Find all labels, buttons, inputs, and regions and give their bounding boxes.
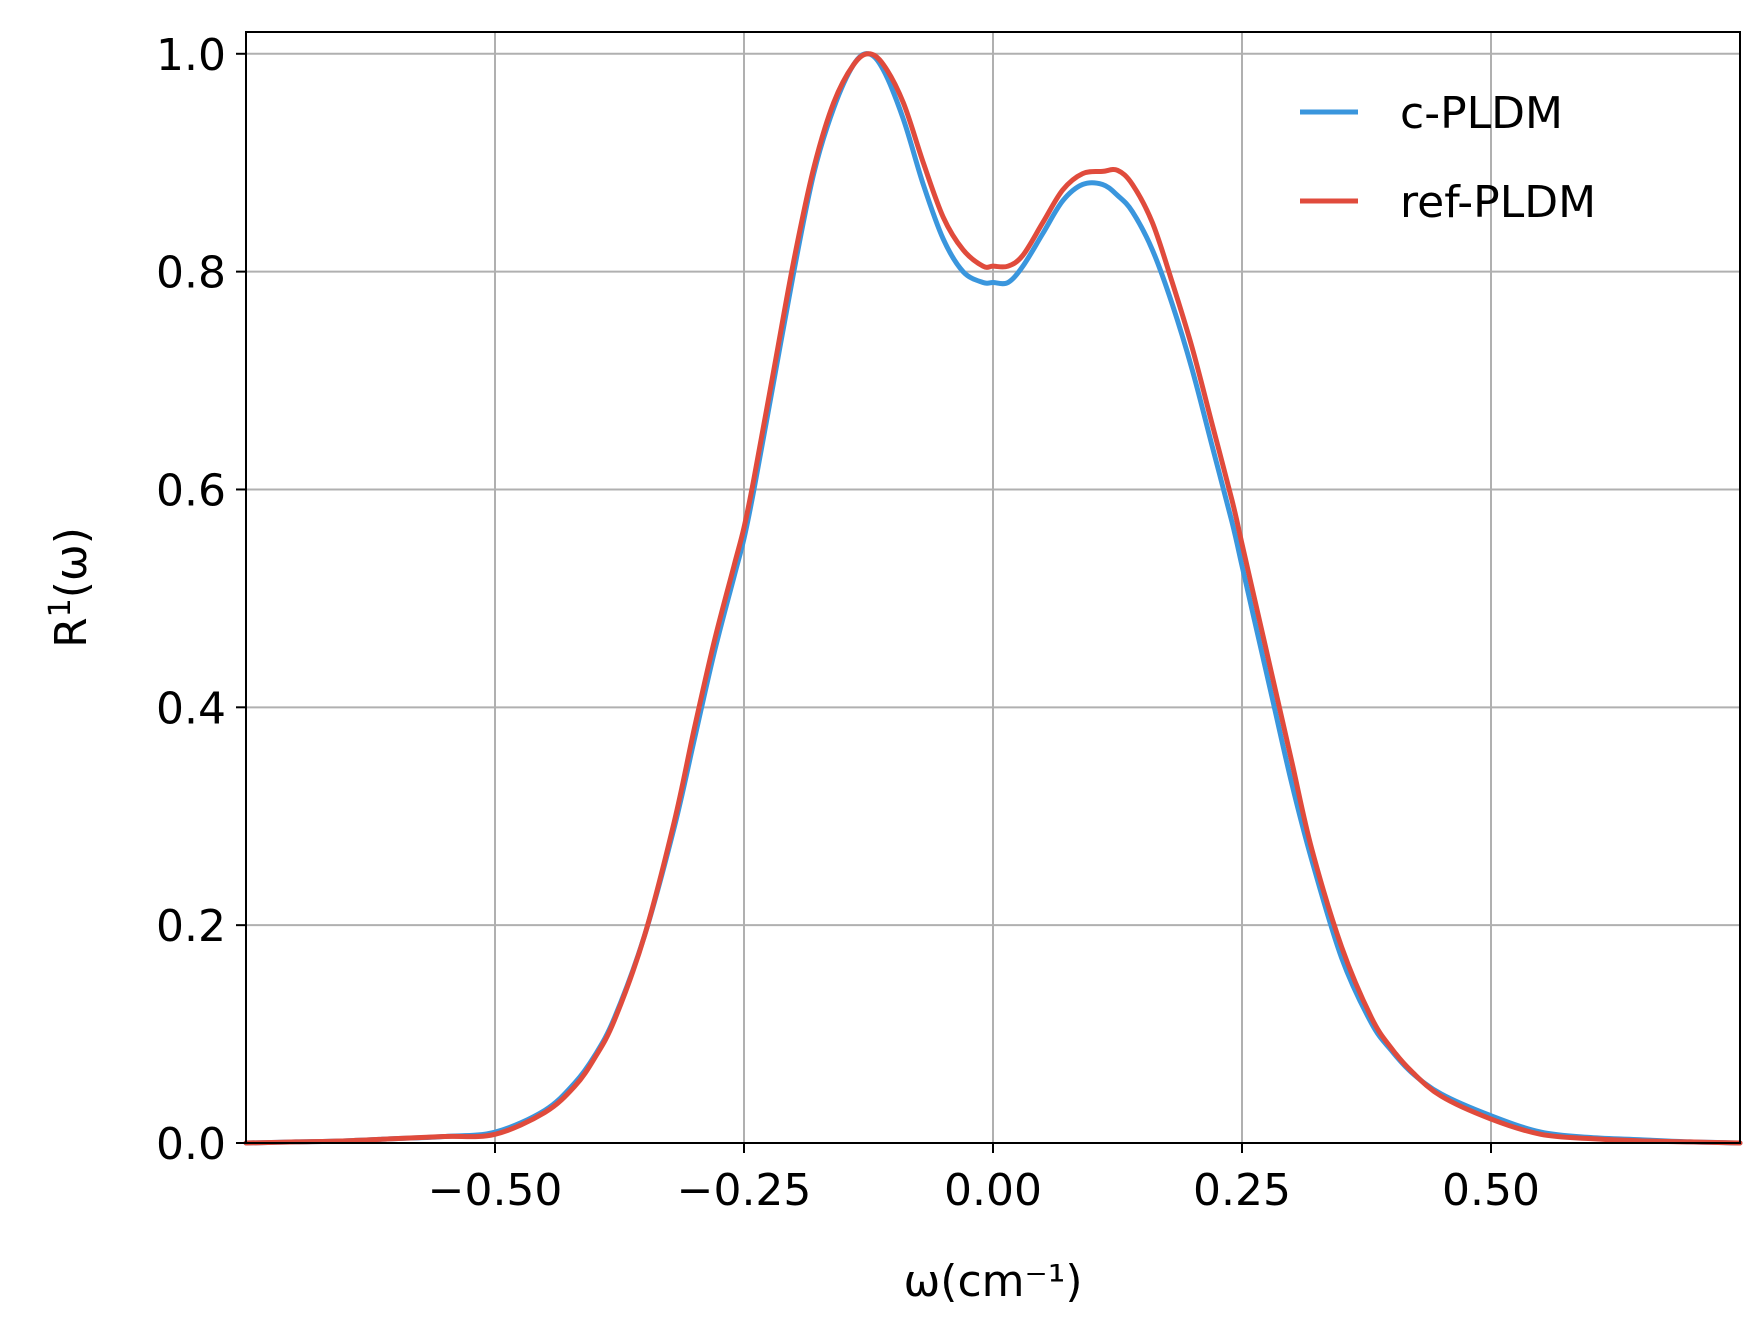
y-tick-label: 0.0 — [156, 1119, 226, 1170]
y-tick-label: 0.4 — [156, 683, 226, 734]
x-tick-label: 0.50 — [1442, 1165, 1540, 1216]
y-tick-label: 0.8 — [156, 248, 226, 299]
x-tick-label: −0.25 — [677, 1165, 812, 1216]
y-tick-label: 1.0 — [156, 30, 226, 81]
x-tick-label: 0.00 — [944, 1165, 1042, 1216]
y-axis-label-superscript: 1 — [43, 598, 78, 617]
y-axis-label: R1(ω) — [43, 527, 97, 648]
y-axis-label-base: R — [46, 617, 97, 648]
legend-label-c-pldm: c-PLDM — [1400, 88, 1563, 139]
legend-label-ref-pldm: ref-PLDM — [1400, 177, 1596, 228]
series-lines — [243, 51, 1743, 1146]
y-tick-label: 0.2 — [156, 901, 226, 952]
x-axis-label: ω(cm⁻¹) — [903, 1256, 1082, 1307]
legend: c-PLDM ref-PLDM — [1300, 88, 1596, 228]
x-tick-label: 0.25 — [1193, 1165, 1291, 1216]
y-axis-label-suffix: (ω) — [46, 527, 97, 598]
axis-ticks: −0.50 −0.25 0.00 0.25 0.50 0.0 0.2 0.4 0.6 0.8 1.0 — [156, 30, 1540, 1216]
y-tick-label: 0.6 — [156, 465, 226, 516]
x-tick-label: −0.50 — [428, 1165, 563, 1216]
series-line-ref-pldm — [243, 51, 1743, 1146]
